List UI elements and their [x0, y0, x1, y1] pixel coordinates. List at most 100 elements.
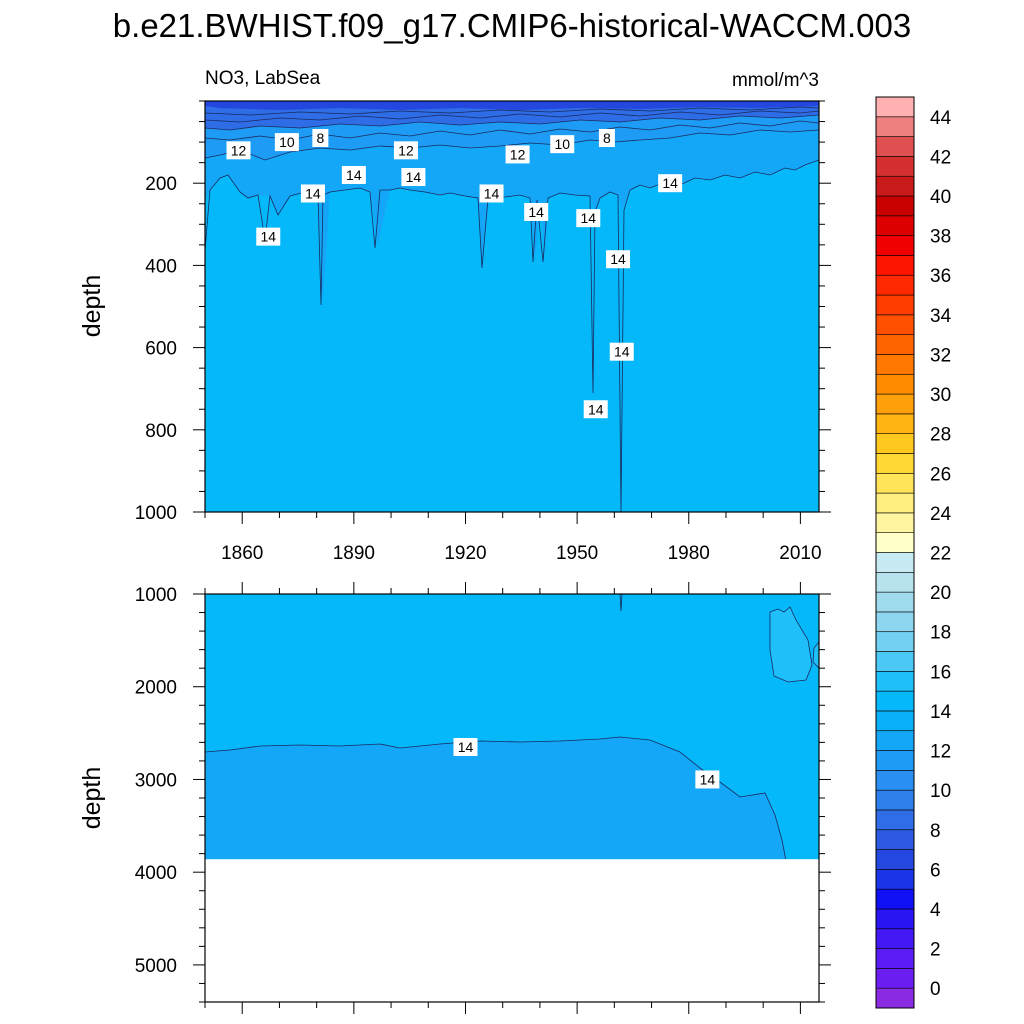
upper-band-8 [205, 101, 819, 110]
colorbar-swatch [875, 195, 915, 217]
colorbar-label: 38 [930, 227, 951, 248]
contour-label: 14 [479, 184, 504, 203]
x-tick-label: 1890 [333, 543, 375, 564]
colorbar-swatch [875, 651, 915, 672]
contour-label: 14 [576, 209, 601, 228]
contour-label: 10 [274, 133, 299, 152]
y-tick-label: 2000 [135, 678, 177, 699]
contour-label-text: 10 [279, 134, 295, 150]
contour-label-text: 14 [528, 204, 544, 220]
lower-band-13 [205, 737, 786, 861]
contour-label-text: 14 [610, 251, 626, 267]
contour-label-box [524, 202, 549, 221]
contour-label-text: 14 [580, 210, 596, 226]
contour-label-text: 12 [231, 142, 247, 158]
colorbar-label: 16 [930, 662, 951, 683]
colorbar-label: 12 [930, 742, 951, 763]
contour-label: 8 [312, 128, 329, 147]
colorbar-swatch [875, 274, 915, 296]
contour-label-box [658, 174, 683, 193]
colorbar-label: 24 [930, 504, 952, 525]
colorbar-swatch [875, 869, 915, 890]
colorbar-swatch [875, 611, 915, 633]
colorbar-swatch [875, 393, 915, 415]
colorbar-swatch [875, 730, 915, 751]
upper-field [205, 101, 819, 512]
lower-contour-labels: 14 14 [453, 738, 720, 789]
contour-label-text: 8 [316, 130, 324, 146]
colorbar-label: 18 [930, 623, 951, 644]
contour-label-box [256, 227, 281, 246]
contour-label-text: 8 [603, 130, 611, 146]
contour-label-box [274, 133, 299, 152]
contour-label: 14 [401, 168, 426, 187]
colorbar-label: 28 [930, 425, 951, 446]
contour-label-text: 14 [484, 185, 500, 201]
colorbar-swatch [875, 849, 915, 870]
contour-label: 14 [256, 227, 281, 246]
colorbar-label: 36 [930, 266, 951, 287]
upper-panel: 200 400 600 800 1000 1860 1890 1920 1950 1980 201… [78, 100, 831, 564]
colorbar-swatch [875, 453, 915, 474]
contour-label-box [583, 400, 608, 419]
contour-label: 12 [505, 145, 530, 164]
colorbar-swatch [875, 492, 915, 514]
contour-label-box [609, 342, 634, 361]
figure-title: b.e21.BWHIST.f09_g17.CMIP6-historical-WA… [113, 7, 911, 44]
colorbar-swatch [875, 116, 915, 137]
y-tick-label: 5000 [135, 956, 177, 977]
colorbar-label: 42 [930, 147, 951, 168]
colorbar-swatch [875, 413, 915, 434]
y-tick-label: 1000 [135, 503, 177, 524]
contour-label-text: 14 [662, 175, 678, 191]
upper-band-13 [205, 101, 819, 305]
contour-label: 12 [393, 141, 418, 160]
y-tick-label: 600 [145, 339, 177, 360]
contour-label-text: 14 [588, 401, 604, 417]
colorbar-swatch [875, 96, 915, 118]
lower-y-axis: 1000 2000 3000 4000 5000 [135, 585, 831, 1003]
colorbar-swatch [875, 631, 915, 652]
contour-label-box [341, 165, 366, 184]
contour-label-text: 12 [510, 146, 526, 162]
lower-field [205, 594, 819, 1002]
contour-label: 14 [695, 770, 720, 789]
colorbar-swatch [875, 472, 915, 494]
contour-label: 14 [583, 400, 608, 419]
colorbar-swatch [875, 750, 915, 771]
colorbar-label: 4 [930, 900, 941, 921]
contour-label-text: 14 [305, 185, 321, 201]
contour-label: 14 [341, 165, 366, 184]
units-label: mmol/m^3 [732, 70, 819, 91]
contour-label-text: 14 [700, 771, 716, 787]
colorbar-swatch [875, 314, 915, 335]
contour-line-9 [205, 106, 819, 116]
upper-y-axis: 200 400 600 800 1000 [135, 100, 831, 524]
x-tick-label: 1860 [221, 543, 263, 564]
lower-panel: 1000 2000 3000 4000 5000 14 14 depth [78, 582, 831, 1014]
colorbar-swatch [875, 770, 915, 791]
colorbar-swatch [875, 354, 915, 375]
upper-contour-lines [205, 106, 819, 512]
colorbar-swatch [875, 433, 915, 454]
y-tick-label: 4000 [135, 863, 177, 884]
lower-x-axis [204, 582, 801, 1014]
contour-label-text: 14 [260, 229, 276, 245]
colorbar-swatch [875, 156, 915, 177]
colorbar-frame [875, 96, 915, 1009]
contour-label-text: 12 [398, 142, 414, 158]
colorbar-label: 20 [930, 583, 951, 604]
y-tick-label: 400 [145, 256, 177, 277]
contour-label-text: 14 [346, 167, 362, 183]
lower-contour-line-14 [205, 736, 787, 862]
contour-line-11 [205, 114, 819, 131]
colorbar-swatch [875, 175, 915, 197]
lower-spike [619, 594, 623, 612]
colorbar-label: 14 [930, 702, 952, 723]
colorbar-label: 44 [930, 108, 952, 129]
contour-label-box [393, 141, 418, 160]
colorbar-swatch [875, 136, 915, 157]
colorbar-label: 22 [930, 544, 951, 565]
y-tick-label: 1000 [135, 585, 177, 606]
